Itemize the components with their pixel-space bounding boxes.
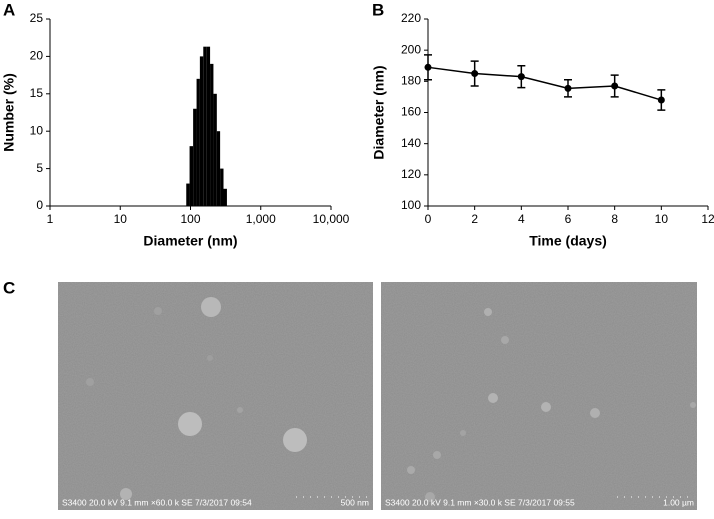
y-tick-label: 200 [401,42,421,56]
bar [210,63,214,206]
y-tick-label: 25 [30,11,44,25]
bar [220,168,224,206]
x-tick-label: 4 [518,212,525,226]
x-tick-label: 12 [701,212,714,226]
y-axis-title: Diameter (nm) [371,65,387,159]
panel-label: B [372,0,384,19]
point [424,63,432,71]
sem-image: S3400 20.0 kV 9.1 mm ×60.0 k SE 7/3/2017… [58,282,373,510]
y-tick-label: 220 [401,11,421,25]
x-tick-label: 8 [611,212,618,226]
y-tick-label: 20 [30,49,44,63]
y-tick-label: 100 [401,198,421,212]
bar [203,46,207,207]
y-tick-label: 10 [30,123,44,137]
panel-label: A [3,0,15,19]
x-tick-label: 100 [180,212,200,226]
x-tick-label: 10,000 [313,212,350,226]
y-tick-label: 5 [36,161,43,175]
x-axis-title: Diameter (nm) [143,233,237,249]
y-tick-label: 160 [401,105,421,119]
bar [196,78,200,206]
y-tick-label: 15 [30,86,44,100]
x-tick-label: 1 [47,212,54,226]
bar [213,93,217,206]
point [471,70,479,78]
line [427,66,662,101]
x-axis-title: Time (days) [529,233,607,249]
sem-info: S3400 20.0 kV 9.1 mm ×60.0 k SE 7/3/2017… [62,497,252,507]
x-tick-label: 1,000 [246,212,276,226]
x-tick-label: 10 [655,212,669,226]
bar [199,56,204,207]
x-tick-label: 6 [565,212,572,226]
y-tick-label: 120 [401,167,421,181]
point [657,96,665,104]
y-axis-title: Number (%) [1,73,17,152]
bar [223,188,227,206]
sem-scale: 500 nm [341,497,369,507]
x-tick-label: 2 [471,212,478,226]
bar [189,146,194,206]
sem-image: S3400 20.0 kV 9.1 mm ×30.0 k SE 7/3/2017… [381,282,697,510]
point [611,82,619,90]
y-tick-label: 0 [36,198,43,212]
sem-info: S3400 20.0 kV 9.1 mm ×30.0 k SE 7/3/2017… [385,497,575,507]
y-tick-label: 140 [401,136,421,150]
sem-scale: 1.00 µm [663,497,694,507]
bar [193,108,197,206]
bar [216,131,221,206]
y-tick-label: 180 [401,74,421,88]
x-tick-label: 0 [425,212,432,226]
x-tick-label: 10 [114,212,128,226]
bar [186,183,190,206]
point [564,84,572,92]
point [517,73,525,81]
panel-label: C [3,278,15,297]
bar [206,46,211,207]
